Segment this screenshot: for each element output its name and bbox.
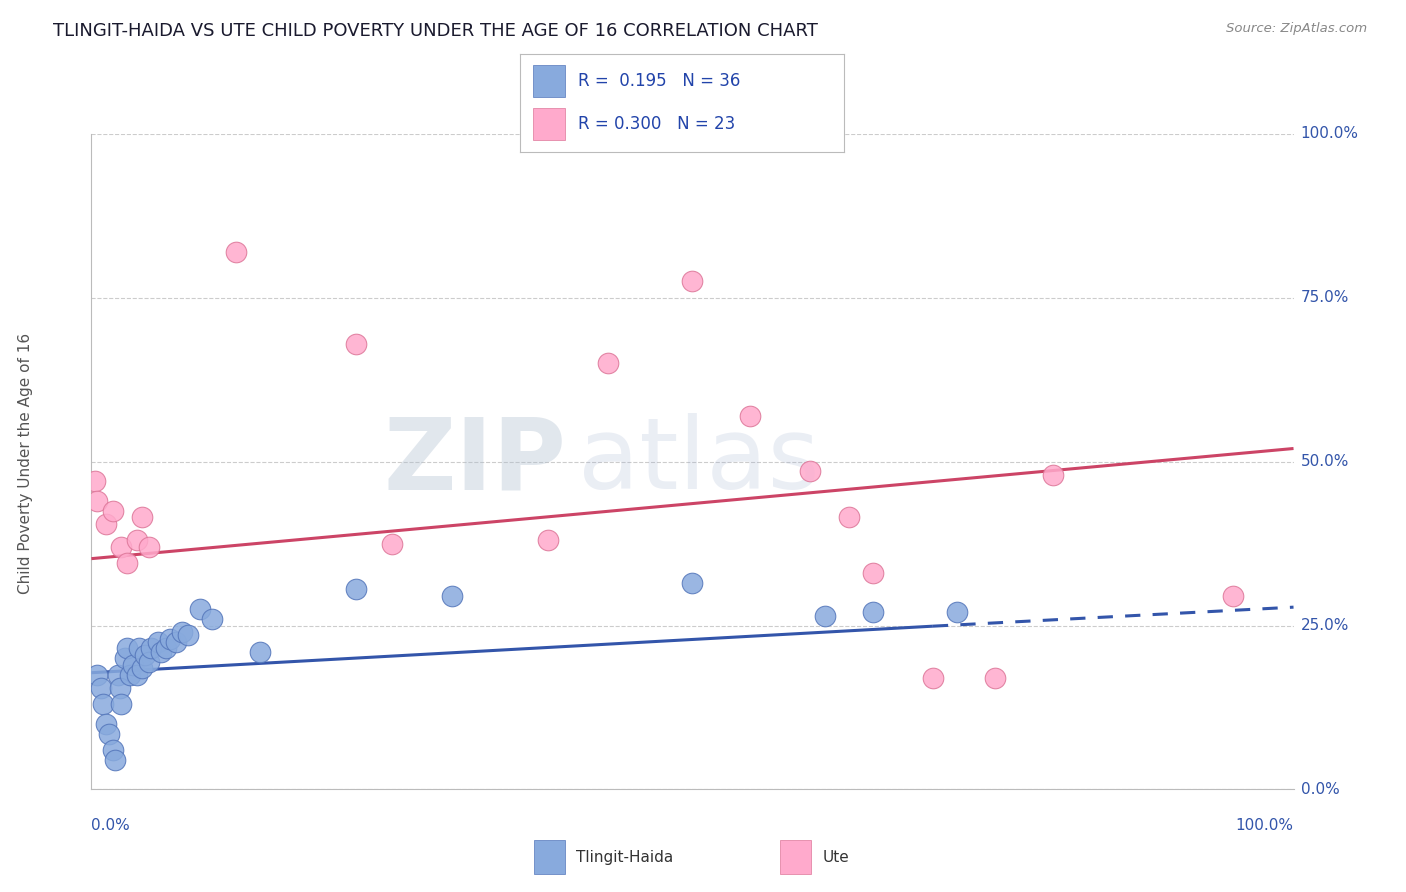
Point [946, 606, 969, 620]
Point [537, 533, 560, 548]
Point [101, 743, 124, 757]
Point [131, 510, 153, 524]
Point [1222, 589, 1244, 603]
Point [114, 651, 136, 665]
Point [134, 648, 156, 662]
Point [138, 540, 160, 554]
Point [681, 274, 703, 288]
Text: Child Poverty Under the Age of 16: Child Poverty Under the Age of 16 [18, 334, 32, 594]
Text: Ute: Ute [823, 850, 849, 864]
Point [138, 655, 160, 669]
Point [344, 336, 367, 351]
Point [799, 465, 821, 479]
Text: 50.0%: 50.0% [1301, 454, 1348, 469]
Point [86, 494, 108, 508]
Bar [533, 65, 565, 96]
Point [201, 612, 224, 626]
Point [128, 641, 150, 656]
Point [110, 540, 132, 554]
Point [146, 635, 169, 649]
Text: 75.0%: 75.0% [1301, 290, 1348, 305]
Point [170, 625, 193, 640]
Point [838, 510, 860, 524]
Point [125, 667, 148, 681]
Point [814, 608, 837, 623]
Point [94, 717, 117, 731]
Text: 25.0%: 25.0% [1301, 618, 1348, 633]
Point [117, 641, 139, 656]
Text: R =  0.195   N = 36: R = 0.195 N = 36 [578, 71, 741, 89]
Point [862, 606, 884, 620]
Point [440, 589, 463, 603]
Point [862, 566, 884, 580]
Text: ZIP: ZIP [384, 413, 567, 510]
Point [188, 602, 211, 616]
Point [598, 356, 620, 370]
Text: 0.0%: 0.0% [1301, 782, 1340, 797]
Point [141, 641, 163, 656]
Point [344, 582, 367, 597]
Text: R = 0.300   N = 23: R = 0.300 N = 23 [578, 115, 735, 133]
Point [681, 575, 703, 590]
Point [84, 475, 107, 489]
Point [131, 661, 153, 675]
Point [110, 681, 132, 695]
Point [155, 641, 177, 656]
Point [249, 645, 271, 659]
Text: TLINGIT-HAIDA VS UTE CHILD POVERTY UNDER THE AGE OF 16 CORRELATION CHART: TLINGIT-HAIDA VS UTE CHILD POVERTY UNDER… [53, 22, 818, 40]
Bar [533, 109, 565, 140]
Text: 100.0%: 100.0% [1236, 818, 1294, 832]
Point [107, 667, 129, 681]
Point [922, 671, 945, 685]
Point [98, 727, 121, 741]
Point [94, 516, 117, 531]
Text: 0.0%: 0.0% [91, 818, 131, 832]
Text: 100.0%: 100.0% [1301, 127, 1358, 141]
Point [86, 667, 108, 681]
Point [118, 667, 141, 681]
Text: Tlingit-Haida: Tlingit-Haida [576, 850, 673, 864]
Point [1042, 467, 1064, 482]
Point [381, 536, 404, 550]
Point [165, 635, 187, 649]
Text: atlas: atlas [578, 413, 820, 510]
Point [225, 244, 247, 259]
Point [150, 645, 173, 659]
Point [125, 533, 148, 548]
Point [101, 504, 124, 518]
Point [104, 753, 127, 767]
Point [740, 409, 762, 423]
Point [110, 697, 132, 711]
Text: Source: ZipAtlas.com: Source: ZipAtlas.com [1226, 22, 1367, 36]
Point [176, 628, 198, 642]
Point [984, 671, 1007, 685]
Point [159, 632, 181, 646]
Point [90, 681, 112, 695]
Point [117, 556, 139, 570]
Point [122, 657, 145, 672]
Point [93, 697, 115, 711]
